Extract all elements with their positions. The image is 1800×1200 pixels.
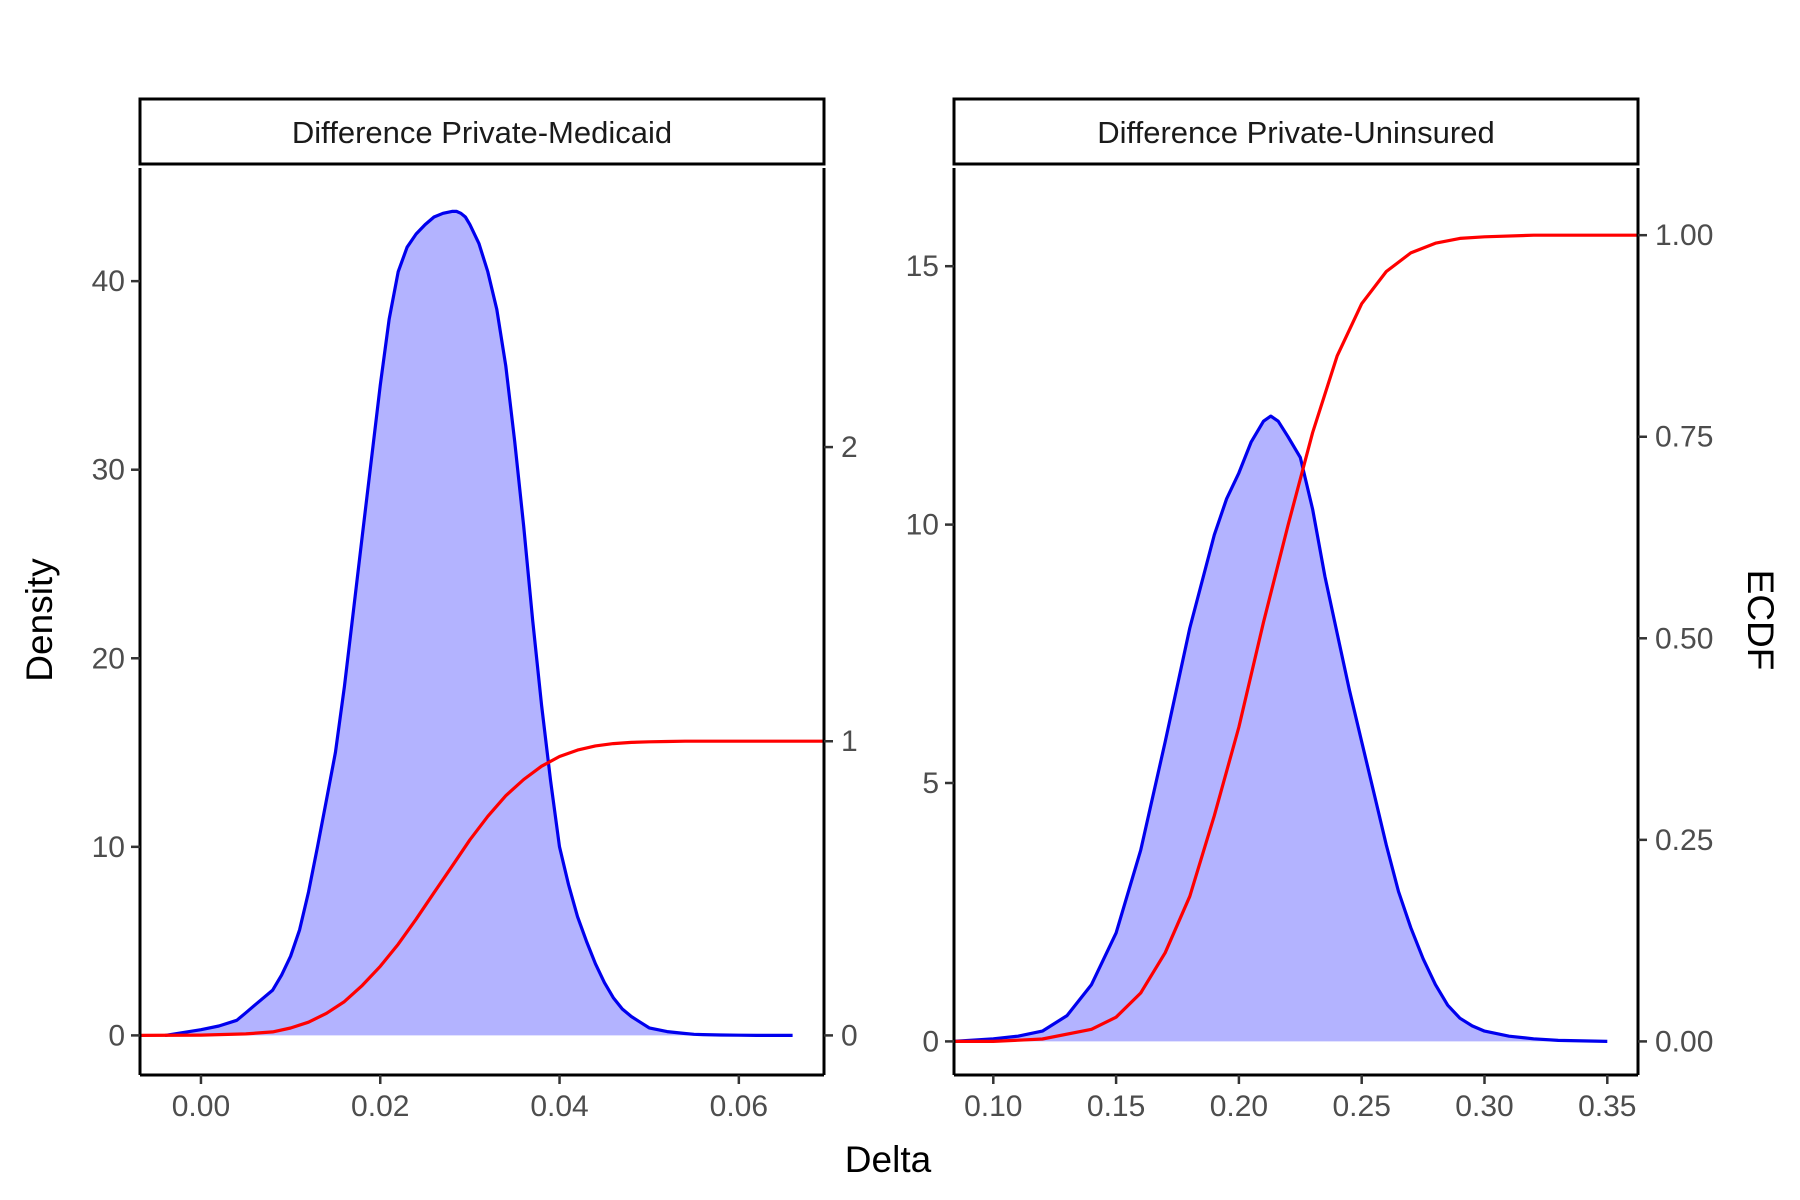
y2-tick-label: 0.00 bbox=[1655, 1025, 1713, 1058]
strip-label-uninsured: Difference Private-Uninsured bbox=[1097, 115, 1494, 150]
y-tick-label: 15 bbox=[906, 250, 939, 283]
ecdf-line bbox=[139, 739, 824, 1037]
y-tick-label: 0 bbox=[108, 1019, 125, 1052]
x-tick-label: 0.25 bbox=[1333, 1090, 1391, 1123]
y-tick-label: 30 bbox=[92, 454, 125, 487]
strip-box-medicaid bbox=[138, 97, 826, 166]
x-tick-label: 0.30 bbox=[1455, 1090, 1513, 1123]
density-line bbox=[164, 209, 793, 1037]
ecdf-line bbox=[954, 233, 1638, 1043]
x-tick-label: 0.10 bbox=[964, 1090, 1022, 1123]
strip-label-medicaid: Difference Private-Medicaid bbox=[292, 115, 672, 150]
y2-tick-label: 1 bbox=[841, 725, 858, 758]
y-tick-label: 10 bbox=[906, 509, 939, 542]
density-area bbox=[954, 416, 1608, 1042]
y-tick-label: 5 bbox=[922, 767, 939, 800]
x-tick-label: 0.06 bbox=[710, 1090, 768, 1123]
density-line bbox=[953, 414, 1608, 1043]
x-tick-label: 0.02 bbox=[351, 1090, 409, 1123]
strip-box-uninsured bbox=[952, 97, 1640, 166]
y-tick-label: 0 bbox=[922, 1025, 939, 1058]
x-tick-label: 0.35 bbox=[1578, 1090, 1636, 1123]
y2-tick-label: 0.25 bbox=[1655, 824, 1713, 857]
x-tick-label: 0.15 bbox=[1087, 1090, 1145, 1123]
y2-tick-label: 0.50 bbox=[1655, 622, 1713, 655]
density-area bbox=[165, 211, 793, 1036]
y2-tick-label: 2 bbox=[841, 431, 858, 464]
panel-uninsured: Difference Private-Uninsured 0.10 0.15 0.2… bbox=[906, 97, 1713, 1123]
y2-tick-label: 0 bbox=[841, 1019, 858, 1052]
y-tick-label: 10 bbox=[92, 831, 125, 864]
y2-tick-label: 1.00 bbox=[1655, 219, 1713, 252]
x-tick-label: 0.00 bbox=[172, 1090, 230, 1123]
x-tick-label: 0.20 bbox=[1210, 1090, 1268, 1123]
y-tick-label: 20 bbox=[92, 642, 125, 675]
y2-tick-label: 0.75 bbox=[1655, 421, 1713, 454]
x-axis-title: Delta bbox=[845, 1139, 932, 1180]
y2-axis-title: ECDF bbox=[1740, 570, 1781, 671]
y-tick-label: 40 bbox=[92, 265, 125, 298]
x-tick-label: 0.04 bbox=[530, 1090, 588, 1123]
y-axis-title: Density bbox=[19, 558, 60, 682]
panel-medicaid: Difference Private-Medicaid 0.00 0.02 0.04… bbox=[92, 97, 858, 1123]
